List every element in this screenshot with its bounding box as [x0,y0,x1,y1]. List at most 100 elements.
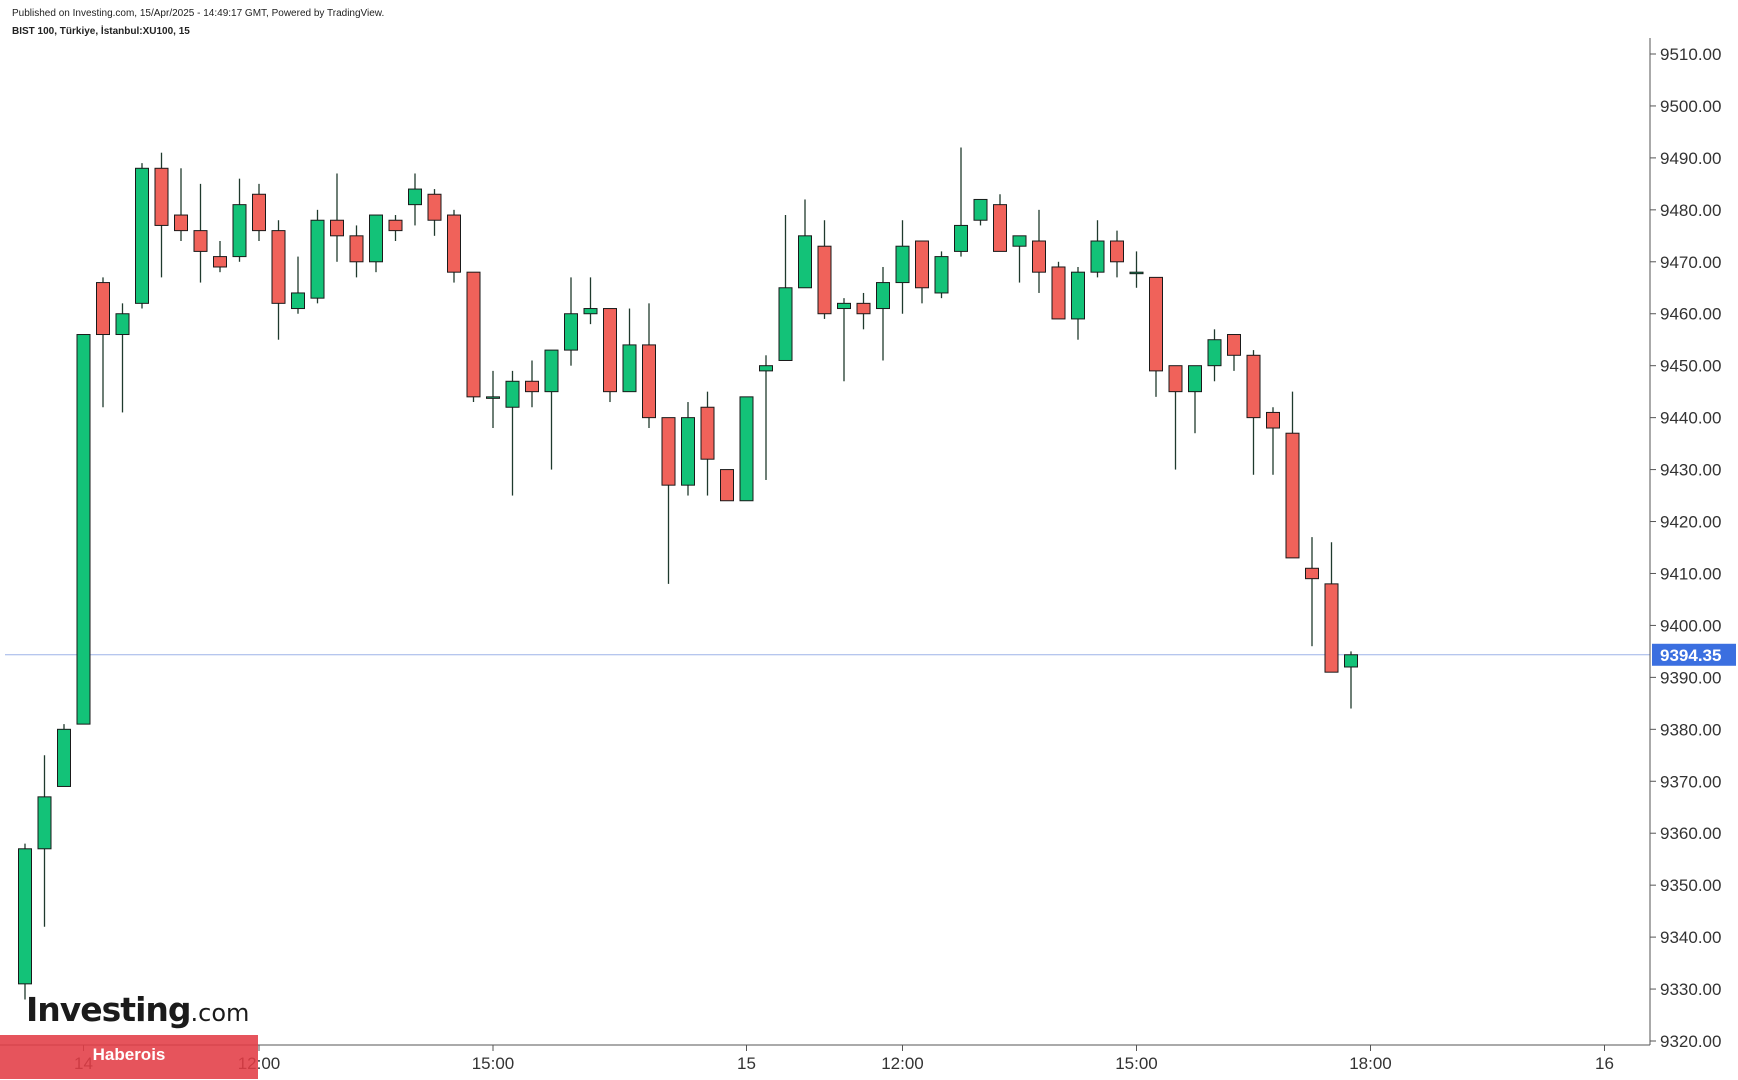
candle [895,220,910,314]
y-tick-label: 9500.00 [1660,97,1721,116]
candle [1110,230,1124,278]
candle [213,241,227,273]
y-tick-label: 9360.00 [1660,824,1721,843]
candle [447,209,461,283]
candle [954,147,968,257]
candle-body-up [1344,654,1358,668]
candle [154,152,169,278]
candle [486,370,500,429]
candle [817,220,832,319]
candle-body-down [661,417,676,486]
candle [252,183,266,242]
candle [388,215,403,242]
candle-body-up [486,396,500,399]
candle-body-down [642,344,656,419]
candle [1090,220,1105,278]
y-tick-label: 9410.00 [1660,564,1721,583]
candle-body-up [544,349,559,393]
candle-body-down [466,271,481,398]
candle-body-up [895,245,910,284]
candle [466,271,481,403]
candle [193,183,208,283]
candle-body-up [1090,240,1105,273]
x-tick-label: 12:00 [881,1054,924,1073]
y-tick-label: 9340.00 [1660,928,1721,947]
candle-body-down [603,308,617,393]
candle-body-down [1032,240,1046,273]
candle-body-up [115,313,130,336]
candle-body-up [57,728,71,787]
logo-brand: Investing [26,990,192,1029]
last-price-label: 9394.35 [1660,646,1721,665]
y-tick-label: 9450.00 [1660,357,1721,376]
candle [271,220,286,340]
candle-body-up [778,287,793,361]
candle [622,308,637,393]
candle-body-down [1285,432,1300,559]
y-tick-label: 9480.00 [1660,201,1721,220]
candle [1012,235,1027,283]
candle [564,277,578,366]
candle-body-up [408,188,422,206]
candle [427,189,442,236]
candle-body-down [1305,567,1319,580]
candle-body-up [681,417,695,486]
candle [1129,251,1144,288]
y-axis[interactable]: 9320.00 9330.00 9340.00 9350.00 9360.00 9370.… [1649,38,1721,1051]
candle-body-down [1051,266,1066,320]
candle-body-up [622,344,637,393]
candle [1227,334,1241,371]
candle-body-down [817,245,832,315]
candle-body-down [252,193,266,232]
candle [759,355,773,480]
candle [525,360,539,408]
candle-body-down [915,240,929,289]
candle-body-down [427,193,442,221]
y-tick-label: 9380.00 [1660,720,1721,739]
candle-body-up [37,796,52,850]
y-tick-label: 9490.00 [1660,149,1721,168]
candle [1207,329,1222,382]
candle [174,168,188,242]
investing-logo: Investing.com [26,990,249,1029]
candle-body-up [564,313,578,351]
y-tick-label: 9420.00 [1660,513,1721,532]
candle-body-up [954,224,968,252]
candle-body-down [447,214,461,273]
candle [1071,266,1085,340]
candle [837,298,851,382]
candle-body-up [18,848,32,985]
candle-body-up [1207,339,1222,367]
x-tick-label: 15:00 [472,1054,515,1073]
x-tick-label: 15:00 [1115,1054,1158,1073]
x-tick-label: 15 [737,1054,756,1073]
candle-body-up [1129,271,1144,275]
candle [232,178,247,262]
candle-body-up [291,292,305,310]
x-tick-label: 18:00 [1349,1054,1392,1073]
symbol-caption: BIST 100, Türkiye, İstanbul:XU100, 15 [12,26,190,37]
y-tick-label: 9510.00 [1660,45,1721,64]
candle-body-down [993,204,1007,252]
candle [934,251,949,299]
candle [876,266,890,361]
candle [57,724,71,787]
y-tick-label: 9430.00 [1660,461,1721,480]
candle [1051,261,1066,320]
candle [681,402,695,496]
logo-suffix: .com [190,999,250,1027]
candle-body-down [1110,240,1124,263]
candle-body-up [369,214,383,263]
candle [408,173,422,226]
candle [1168,365,1183,470]
candle-body-up [583,308,598,315]
candle-body-up [310,219,325,299]
candle [1149,276,1163,397]
candle [915,240,929,304]
candle-body-down [700,406,715,460]
candle [505,370,520,496]
candle-body-up [876,282,890,310]
candle [993,194,1007,252]
candle [700,391,715,496]
